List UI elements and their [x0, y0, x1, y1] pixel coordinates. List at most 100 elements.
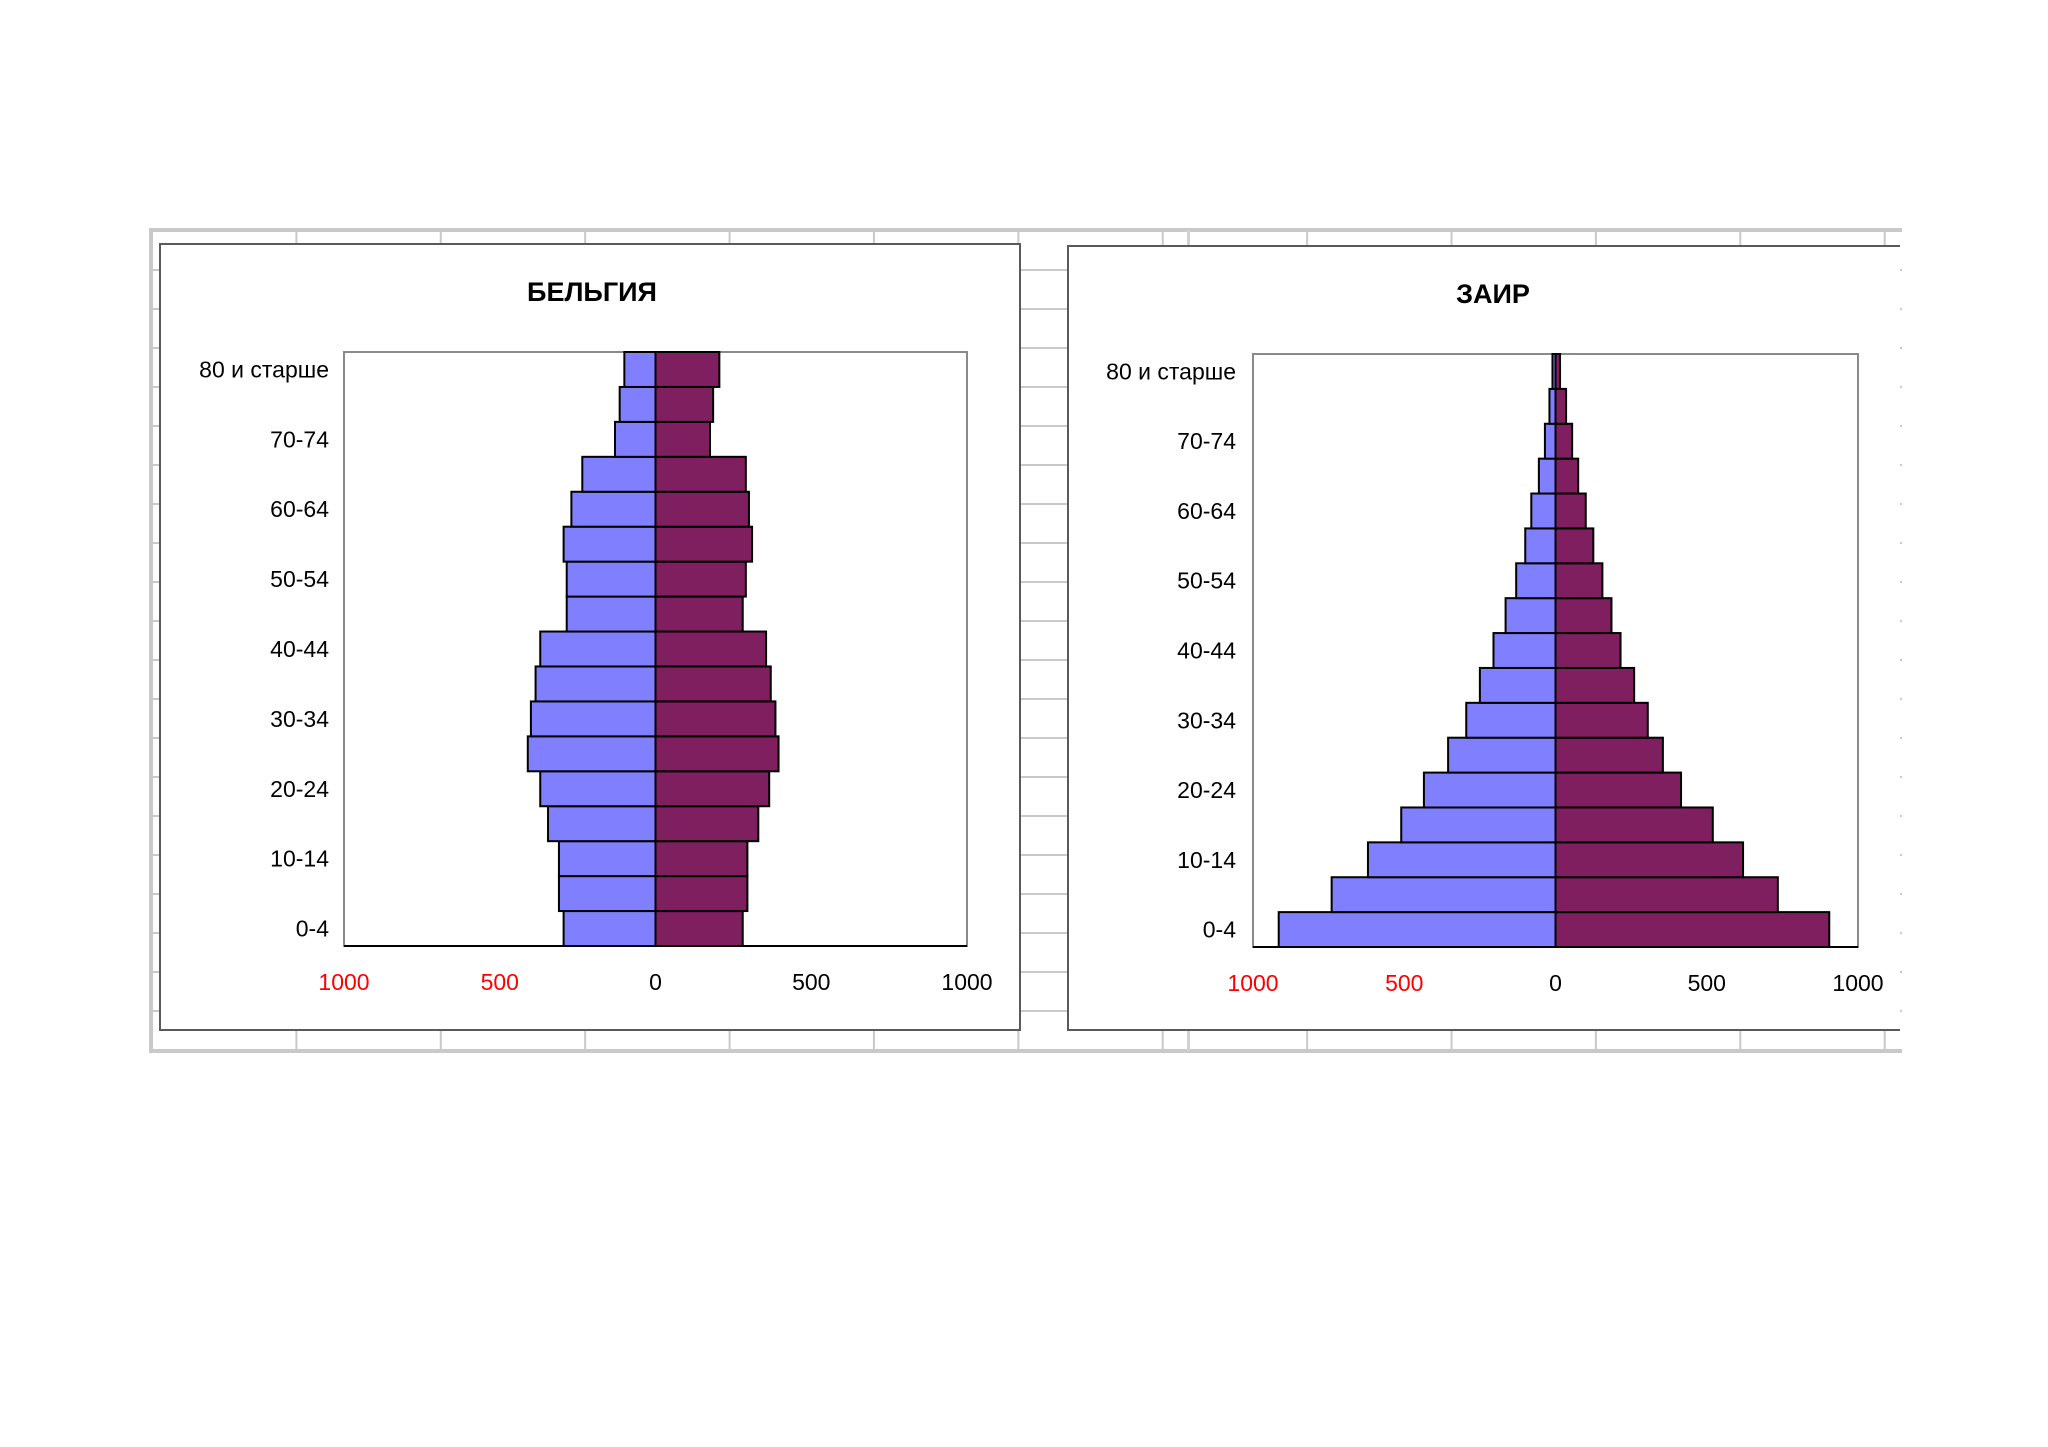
series-left — [526, 351, 657, 948]
chart-title: БЕЛЬГИЯ — [527, 277, 657, 307]
bar-left-65-69 — [1537, 457, 1557, 495]
x-tick-label: 0 — [649, 969, 662, 995]
bar-left-50-54 — [565, 560, 657, 598]
bar-right-5-9 — [654, 875, 749, 913]
bar-right-80 и старше — [654, 351, 721, 388]
bar-left-75-79 — [618, 385, 657, 423]
bar-left-50-54 — [1515, 562, 1557, 600]
chart-panel-zaire[interactable]: ЗАИР 0-4 10-14 20-24 30-34 40-44 50-54 60-64 70… — [1067, 245, 1900, 1031]
bar-left-25-29 — [526, 735, 657, 773]
y-tick-label: 70-74 — [270, 426, 329, 452]
bar-right-25-29 — [654, 735, 780, 773]
bar-right-5-9 — [1554, 876, 1779, 914]
y-tick-label: 50-54 — [1177, 568, 1236, 594]
x-tick-label: 0 — [1549, 970, 1562, 996]
bar-right-45-49 — [654, 595, 744, 633]
y-tick-label: 40-44 — [270, 636, 329, 662]
bar-right-35-39 — [1554, 666, 1636, 704]
bar-left-45-49 — [1504, 597, 1557, 635]
bar-left-30-34 — [529, 700, 657, 738]
bar-left-55-59 — [562, 525, 657, 563]
bar-right-30-34 — [654, 700, 777, 738]
x-tick-label: 1000 — [318, 969, 369, 995]
pyramid-chart-belgium: БЕЛЬГИЯ 0-4 10-14 20-24 30-34 40-44 50-54 60-6… — [199, 277, 992, 995]
bar-left-20-24 — [1422, 771, 1557, 809]
bar-right-75-79 — [1554, 387, 1568, 425]
bar-left-70-74 — [1543, 422, 1557, 460]
bar-right-65-69 — [654, 455, 747, 493]
bar-right-40-44 — [1554, 632, 1622, 669]
bar-left-55-59 — [1524, 527, 1557, 565]
series-right — [654, 351, 780, 948]
bar-right-10-14 — [1554, 841, 1745, 879]
bar-right-20-24 — [654, 770, 771, 808]
y-tick-label: 10-14 — [270, 846, 329, 872]
bar-right-75-79 — [654, 385, 715, 423]
bar-left-80 и старше — [623, 351, 657, 388]
bar-right-30-34 — [1554, 701, 1649, 739]
pyramid-chart-zaire: ЗАИР 0-4 10-14 20-24 30-34 40-44 50-54 60-64 70… — [1106, 279, 1883, 996]
bar-left-35-39 — [1478, 666, 1557, 704]
x-tick-label: 1000 — [1832, 970, 1883, 996]
bar-left-40-44 — [539, 630, 657, 668]
bar-left-70-74 — [614, 420, 657, 458]
series-right — [1554, 353, 1831, 949]
bar-right-45-49 — [1554, 597, 1613, 635]
bar-left-45-49 — [565, 595, 657, 633]
bar-right-55-59 — [654, 525, 754, 563]
bar-left-15-19 — [1400, 806, 1557, 844]
chart-panel-belgium[interactable]: БЕЛЬГИЯ 0-4 10-14 20-24 30-34 40-44 50-54 60-6… — [159, 243, 1021, 1031]
x-tick-label: 500 — [1385, 970, 1423, 996]
bar-left-40-44 — [1492, 632, 1557, 669]
x-tick-label: 500 — [1688, 970, 1726, 996]
bar-right-10-14 — [654, 840, 749, 878]
y-tick-label: 40-44 — [1177, 638, 1236, 664]
y-tick-label: 30-34 — [1177, 707, 1236, 733]
bar-left-65-69 — [581, 455, 657, 493]
x-tick-label: 1000 — [941, 969, 992, 995]
chart-title: ЗАИР — [1456, 279, 1530, 309]
bar-right-70-74 — [654, 420, 712, 458]
y-tick-label: 50-54 — [270, 566, 329, 592]
bar-right-40-44 — [654, 630, 768, 668]
bar-right-20-24 — [1554, 771, 1683, 809]
x-tick-label: 1000 — [1227, 970, 1278, 996]
bar-left-25-29 — [1447, 736, 1557, 774]
y-tick-label: 20-24 — [1177, 777, 1236, 803]
bar-right-60-64 — [1554, 492, 1587, 530]
y-tick-label: 0-4 — [296, 916, 329, 942]
bar-left-15-19 — [547, 805, 657, 843]
bar-right-0-4 — [1554, 911, 1831, 949]
series-left — [1277, 353, 1557, 949]
y-tick-label: 20-24 — [270, 776, 329, 802]
bar-right-50-54 — [1554, 562, 1604, 600]
bar-left-0-4 — [562, 910, 657, 948]
bar-right-55-59 — [1554, 527, 1595, 565]
y-tick-label: 70-74 — [1177, 428, 1236, 454]
bar-right-50-54 — [654, 560, 747, 598]
bar-left-5-9 — [1330, 876, 1557, 914]
y-tick-label: 10-14 — [1177, 847, 1236, 873]
y-tick-label: 60-64 — [1177, 498, 1236, 524]
bar-left-30-34 — [1465, 701, 1557, 739]
y-tick-label: 30-34 — [270, 706, 329, 732]
bar-right-65-69 — [1554, 457, 1580, 495]
bar-left-0-4 — [1277, 911, 1557, 949]
bar-right-15-19 — [654, 805, 760, 843]
bar-left-10-14 — [1366, 841, 1557, 879]
bar-right-60-64 — [654, 490, 750, 528]
y-tick-label: 80 и старше — [199, 356, 329, 382]
x-tick-label: 500 — [792, 969, 830, 995]
bar-right-70-74 — [1554, 422, 1574, 460]
bar-left-5-9 — [557, 875, 657, 913]
bar-left-60-64 — [570, 490, 657, 528]
y-tick-label: 0-4 — [1203, 917, 1236, 943]
bar-right-0-4 — [654, 910, 744, 948]
bar-left-35-39 — [534, 665, 657, 703]
bar-left-60-64 — [1530, 492, 1557, 530]
bar-left-10-14 — [557, 840, 657, 878]
y-tick-label: 60-64 — [270, 496, 329, 522]
bar-right-15-19 — [1554, 806, 1714, 844]
bar-right-35-39 — [654, 665, 772, 703]
bar-left-20-24 — [539, 770, 657, 808]
